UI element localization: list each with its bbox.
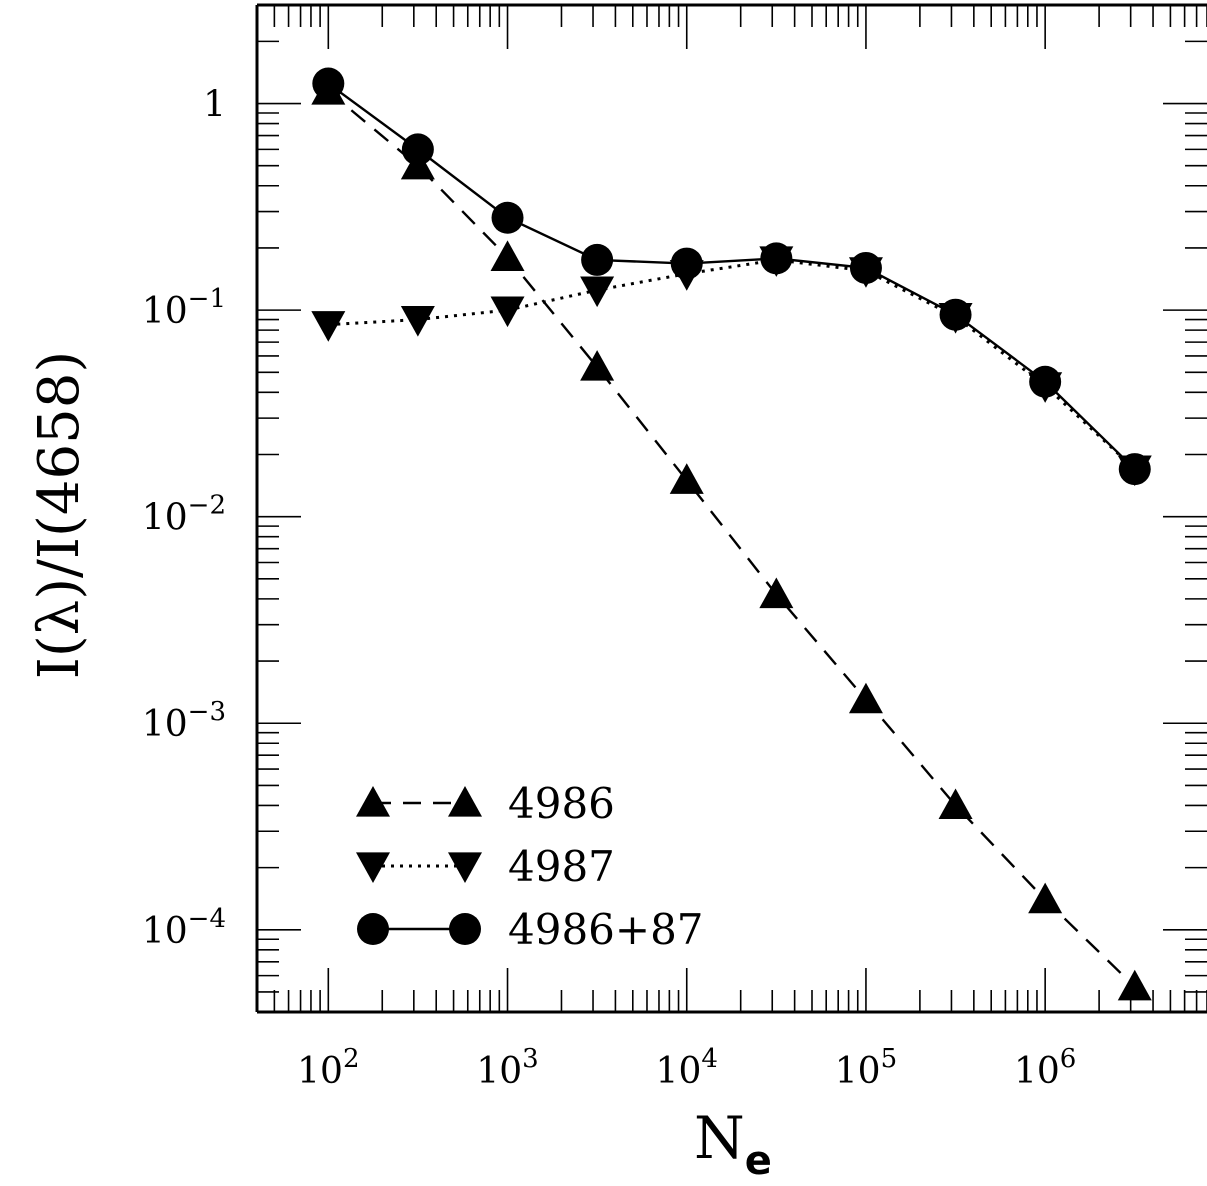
x-axis-title-subscript: e [745, 1138, 772, 1184]
data-point-4986 [580, 350, 615, 381]
data-point-4987 [580, 276, 615, 308]
data-point-4986+87 [670, 247, 703, 280]
data-point-4986+87 [1029, 365, 1062, 398]
data-point-4986+87 [760, 242, 793, 275]
legend-marker-4986 [356, 786, 390, 817]
axis-ticks [256, 4, 1207, 1013]
legend-label-4986: 4986 [508, 779, 615, 828]
legend: 4986 4987 4986+87 [356, 779, 704, 954]
data-point-4986 [759, 577, 794, 609]
series-markers [311, 67, 1152, 1001]
data-point-4986+87 [581, 243, 614, 276]
data-point-4986 [490, 240, 525, 271]
tick-labels: 102 103 104 105 106 1 10−1 10−2 10−3 10−4 [142, 85, 1076, 1092]
legend-marker-4986 [448, 786, 482, 817]
data-point-4986+87 [401, 133, 434, 166]
x-tick-label: 105 [835, 1044, 897, 1092]
data-point-4986 [1117, 969, 1152, 1001]
data-point-4987 [311, 311, 346, 342]
x-tick-label: 106 [1014, 1044, 1076, 1092]
series-line-4986 [327, 90, 1136, 988]
data-point-4986 [669, 463, 704, 494]
legend-marker-4986+87 [449, 913, 481, 945]
data-point-4987 [400, 305, 435, 337]
x-tick-label: 103 [476, 1044, 538, 1092]
plot-frame [255, 3, 1207, 1014]
x-axis-title: Ne [694, 1104, 772, 1184]
legend-marker-4987 [448, 852, 482, 883]
data-point-4986+87 [939, 298, 972, 331]
series-line-4986+87 [327, 82, 1136, 470]
data-point-4986+87 [491, 201, 524, 234]
y-tick-label: 10−2 [142, 491, 226, 539]
series-lines [327, 82, 1136, 988]
series-line-4987 [328, 258, 1136, 471]
data-point-4986+87 [1118, 453, 1151, 486]
legend-marker-4987 [356, 852, 390, 883]
data-point-4987 [490, 296, 525, 328]
x-tick-label: 104 [656, 1044, 718, 1092]
y-tick-label: 10−3 [142, 697, 226, 745]
x-axis-title-main: N [694, 1104, 745, 1172]
data-point-4986+87 [312, 67, 345, 100]
data-point-4986 [938, 788, 973, 820]
y-axis-title: I(λ)/I(4658) [27, 351, 92, 680]
data-point-4986 [848, 682, 883, 714]
legend-label-4986+87: 4986+87 [508, 905, 704, 954]
y-tick-label: 1 [203, 85, 226, 126]
y-tick-label: 10−4 [142, 904, 226, 952]
legend-marker-4986+87 [357, 913, 389, 945]
y-tick-label: 10−1 [142, 284, 226, 332]
legend-label-4987: 4987 [508, 842, 615, 891]
data-point-4986+87 [849, 251, 882, 284]
data-point-4986 [1028, 882, 1063, 914]
x-tick-label: 102 [297, 1044, 359, 1092]
